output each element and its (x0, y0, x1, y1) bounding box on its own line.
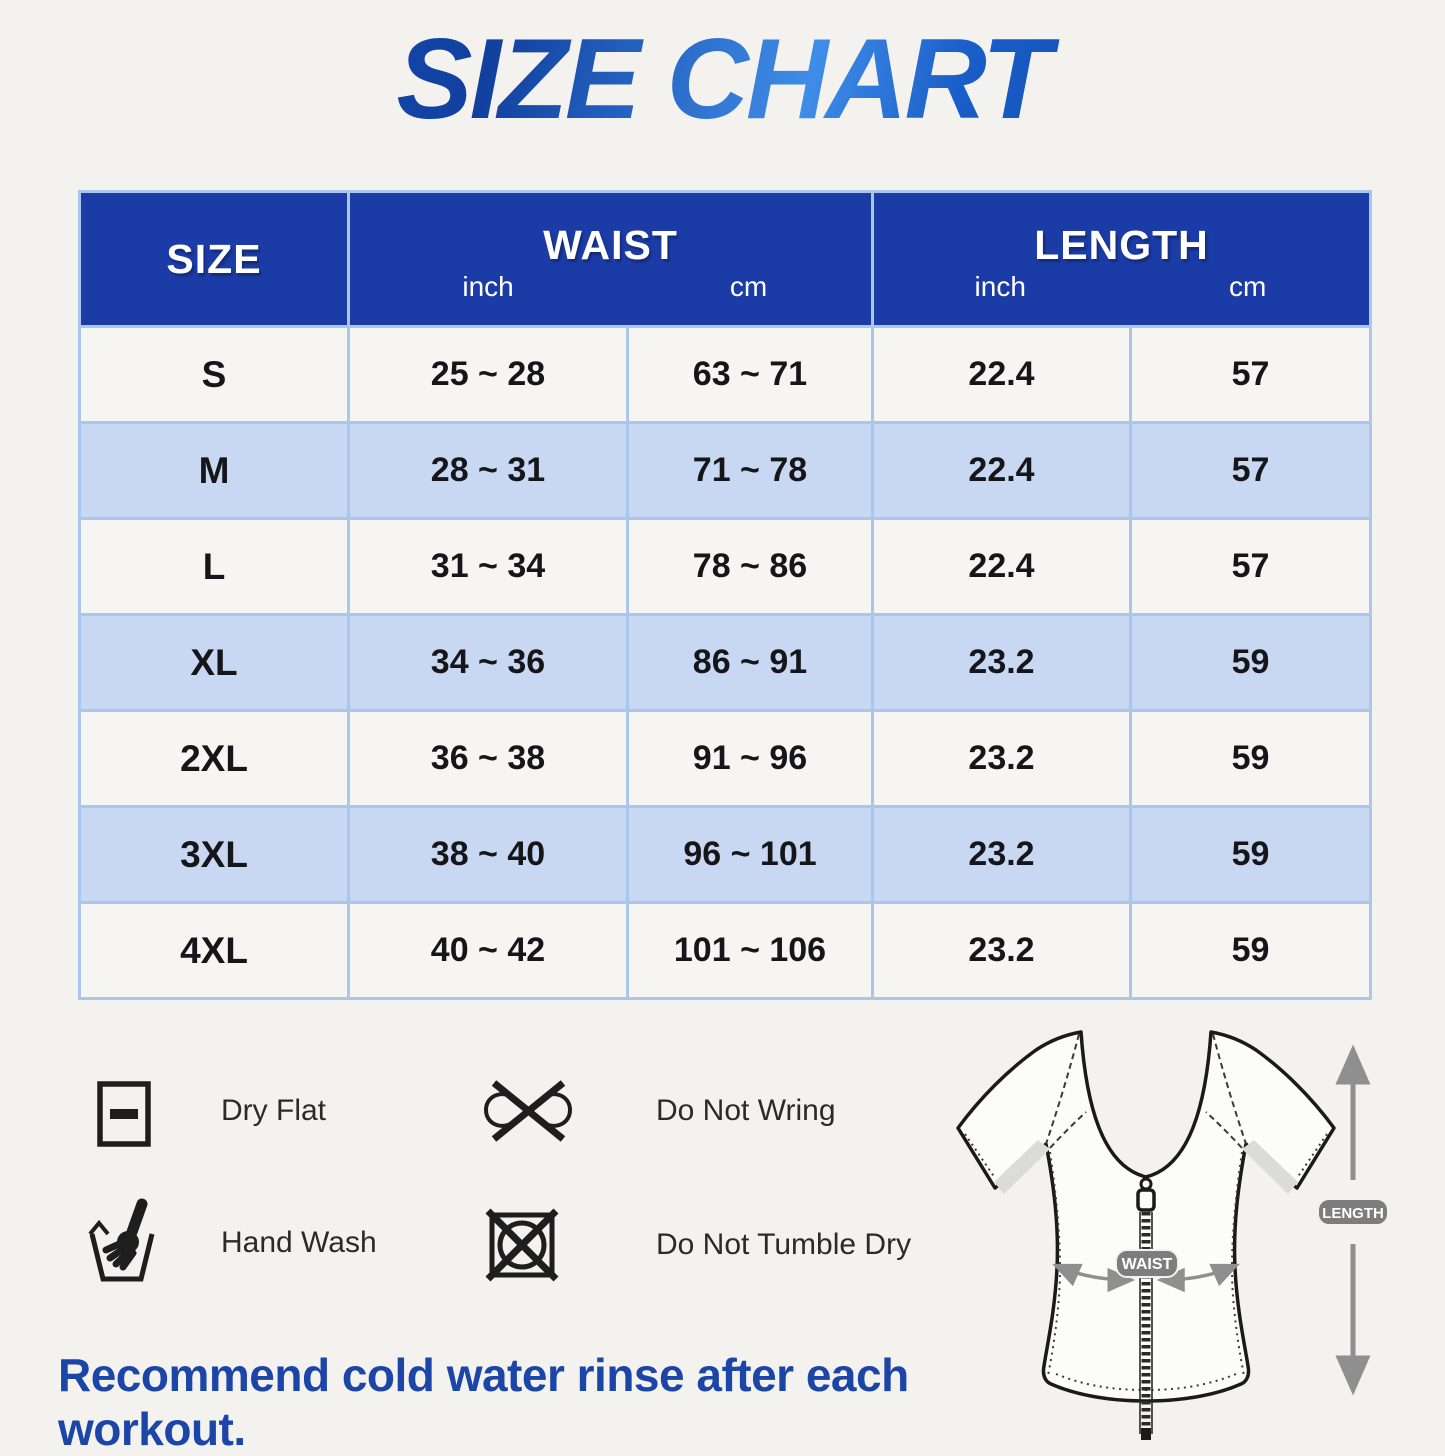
cell-waist-cm: 96 ~ 101 (629, 808, 871, 901)
cell-waist-cm: 86 ~ 91 (629, 616, 871, 709)
cell-length-inch: 23.2 (874, 616, 1129, 709)
cell-length-cm: 57 (1132, 424, 1369, 517)
garment-diagram: WAIST LENGTH (956, 1030, 1389, 1440)
cell-length-cm: 59 (1132, 808, 1369, 901)
waist-pill-label: WAIST (1122, 1256, 1173, 1273)
care-item-dry-flat (96, 1080, 152, 1153)
care-item-do-not-tumble-dry (483, 1206, 561, 1289)
header-waist-cm: cm (729, 270, 768, 302)
cell-waist-inch: 31 ~ 34 (350, 520, 626, 613)
cell-size: 3XL (81, 808, 347, 901)
length-pill-label: LENGTH (1322, 1205, 1384, 1222)
table-row: 2XL 36 ~ 38 91 ~ 96 23.2 59 (81, 712, 1369, 805)
cell-size: 4XL (81, 904, 347, 997)
table-row: S 25 ~ 28 63 ~ 71 22.4 57 (81, 328, 1369, 421)
size-table-body: S 25 ~ 28 63 ~ 71 22.4 57 M 28 ~ 31 71 ~… (81, 328, 1369, 997)
cell-waist-cm: 63 ~ 71 (629, 328, 871, 421)
cell-waist-inch: 28 ~ 31 (350, 424, 626, 517)
care-label-hand-wash: Hand Wash (221, 1226, 377, 1259)
header-waist-inch: inch (462, 270, 514, 302)
length-pill: LENGTH (1317, 1198, 1389, 1226)
underarm-panel-left (994, 1140, 1050, 1194)
cell-size: L (81, 520, 347, 613)
cell-length-inch: 22.4 (874, 520, 1129, 613)
cell-length-inch: 22.4 (874, 328, 1129, 421)
table-row: 3XL 38 ~ 40 96 ~ 101 23.2 59 (81, 808, 1369, 901)
table-row: XL 34 ~ 36 86 ~ 91 23.2 59 (81, 616, 1369, 709)
header-length-group: LENGTH inch cm (874, 193, 1369, 325)
care-label-dry-flat: Dry Flat (221, 1094, 326, 1127)
size-table: SIZE WAIST inch cm LENGTH inch cm S 25 ~… (78, 190, 1372, 1000)
footer-note: Recommend cold water rinse after each wo… (58, 1349, 909, 1455)
cell-length-cm: 59 (1132, 712, 1369, 805)
cell-length-inch: 23.2 (874, 808, 1129, 901)
cell-waist-inch: 34 ~ 36 (350, 616, 626, 709)
header-waist: WAIST (543, 221, 678, 268)
care-item-hand-wash (88, 1190, 156, 1289)
care-label-do-not-wring: Do Not Wring (656, 1094, 836, 1127)
cell-waist-cm: 91 ~ 96 (629, 712, 871, 805)
cell-size: 2XL (81, 712, 347, 805)
table-row: M 28 ~ 31 71 ~ 78 22.4 57 (81, 424, 1369, 517)
care-label-do-not-tumble-dry: Do Not Tumble Dry (656, 1228, 912, 1261)
cell-waist-inch: 38 ~ 40 (350, 808, 626, 901)
cell-size: XL (81, 616, 347, 709)
cell-length-cm: 59 (1132, 904, 1369, 997)
cell-waist-cm: 101 ~ 106 (629, 904, 871, 997)
page-title: SIZE CHART (0, 14, 1445, 145)
header-waist-group: WAIST inch cm (350, 193, 871, 325)
header-length: LENGTH (1034, 221, 1209, 268)
cell-length-inch: 22.4 (874, 424, 1129, 517)
do-not-tumble-dry-icon (485, 1208, 559, 1282)
cell-length-cm: 59 (1132, 616, 1369, 709)
header-length-inch: inch (974, 270, 1026, 302)
cell-size: S (81, 328, 347, 421)
cell-length-cm: 57 (1132, 328, 1369, 421)
size-table-header: SIZE WAIST inch cm LENGTH inch cm (81, 193, 1369, 325)
cell-size: M (81, 424, 347, 517)
cell-waist-inch: 36 ~ 38 (350, 712, 626, 805)
cell-length-cm: 57 (1132, 520, 1369, 613)
cell-length-inch: 23.2 (874, 712, 1129, 805)
table-row: 4XL 40 ~ 42 101 ~ 106 23.2 59 (81, 904, 1369, 997)
do-not-wring-icon (483, 1080, 573, 1142)
header-length-cm: cm (1229, 270, 1267, 302)
cell-waist-inch: 40 ~ 42 (350, 904, 626, 997)
cell-waist-inch: 25 ~ 28 (350, 328, 626, 421)
care-item-do-not-wring (477, 1074, 579, 1155)
waist-arrows (1052, 1263, 1240, 1293)
underarm-panel-right (1242, 1140, 1298, 1194)
table-row: L 31 ~ 34 78 ~ 86 22.4 57 (81, 520, 1369, 613)
header-size: SIZE (81, 193, 347, 325)
waist-pill: WAIST (1115, 1249, 1179, 1278)
cell-waist-cm: 78 ~ 86 (629, 520, 871, 613)
dry-flat-icon (97, 1081, 151, 1147)
cell-length-inch: 23.2 (874, 904, 1129, 997)
cell-waist-cm: 71 ~ 78 (629, 424, 871, 517)
hand-wash-icon (88, 1198, 155, 1282)
